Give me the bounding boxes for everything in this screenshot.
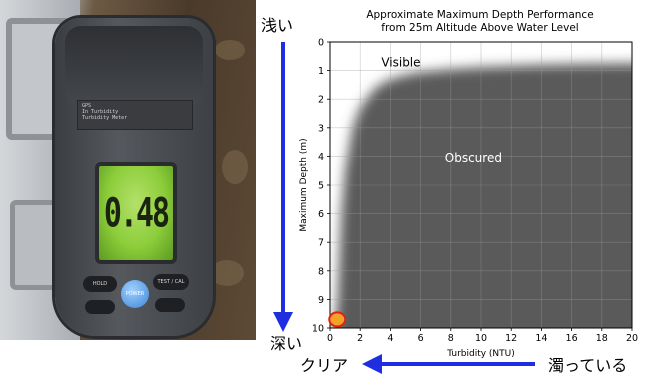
x-tick-label: 10 (475, 333, 487, 344)
deep-label: 深い (270, 334, 303, 353)
x-tick-label: 4 (387, 333, 393, 344)
power-button-label: POWER (125, 291, 145, 297)
meter-label-line: Turbidity Meter (82, 115, 128, 121)
y-tick-label: 2 (318, 95, 324, 106)
x-tick-label: 16 (566, 333, 578, 344)
gridlines (330, 42, 632, 328)
meter-button (85, 300, 115, 314)
chart-subtitle: from 25m Altitude Above Water Level (381, 22, 578, 34)
soil-patch (215, 40, 245, 60)
y-tick-label: 9 (318, 295, 324, 306)
meter-reading: 0.48 (103, 189, 170, 237)
region-label-obscured: Obscured (445, 151, 502, 165)
power-button: POWER (121, 280, 149, 308)
x-tick-label: 2 (357, 333, 363, 344)
x-tick-label: 12 (505, 333, 517, 344)
meter-button (155, 298, 185, 312)
test-cal-button: TEST / CAL (153, 274, 189, 290)
soil-patch (222, 150, 248, 184)
y-tick-label: 0 (318, 38, 324, 49)
clear-label: クリア (300, 356, 349, 375)
y-tick-label: 1 (318, 66, 324, 77)
chart-title: Approximate Maximum Depth Performance (366, 9, 593, 21)
x-axis-label: Turbidity (NTU) (446, 349, 515, 359)
x-tick-label: 18 (596, 333, 608, 344)
plot-area (330, 42, 632, 328)
y-tick-label: 6 (318, 209, 324, 220)
y-tick-label: 8 (318, 266, 324, 277)
x-tick-label: 8 (448, 333, 454, 344)
y-tick-label: 10 (312, 324, 324, 335)
x-tick-label: 14 (535, 333, 547, 344)
meter-label-plate: GPS In Turbidity Turbidity Meter (77, 100, 193, 130)
meter-lid (65, 26, 203, 106)
shallow-label: 浅い (261, 16, 294, 35)
depth-turbidity-chart: Approximate Maximum Depth Performance fr… (299, 9, 638, 359)
current-reading-marker (328, 311, 347, 328)
turbid-label: 濁っている (548, 356, 628, 375)
meter-lcd-display: 0.48 (95, 162, 177, 264)
x-tick-label: 20 (626, 333, 638, 344)
turbidity-meter-photo: GPS In Turbidity Turbidity Meter 0.48 HO… (0, 0, 256, 340)
test-cal-button-label: TEST / CAL (157, 279, 185, 285)
obscured-region (334, 63, 632, 328)
y-tick-label: 4 (318, 152, 324, 163)
hold-button: HOLD (83, 276, 117, 292)
hold-button-label: HOLD (92, 281, 108, 287)
turbidity-meter: GPS In Turbidity Turbidity Meter 0.48 HO… (55, 18, 213, 336)
x-tick-label: 6 (418, 333, 424, 344)
meter-label-line: In Turbidity (82, 109, 119, 115)
meter-label-line: GPS (82, 103, 92, 109)
soil-patch (210, 260, 244, 286)
y-axis-label: Maximum Depth (m) (299, 138, 309, 231)
x-tick-label: 0 (327, 333, 333, 344)
y-tick-label: 3 (318, 123, 324, 134)
region-label-visible: Visible (381, 55, 420, 69)
y-tick-label: 7 (318, 238, 324, 249)
y-tick-label: 5 (318, 181, 324, 192)
